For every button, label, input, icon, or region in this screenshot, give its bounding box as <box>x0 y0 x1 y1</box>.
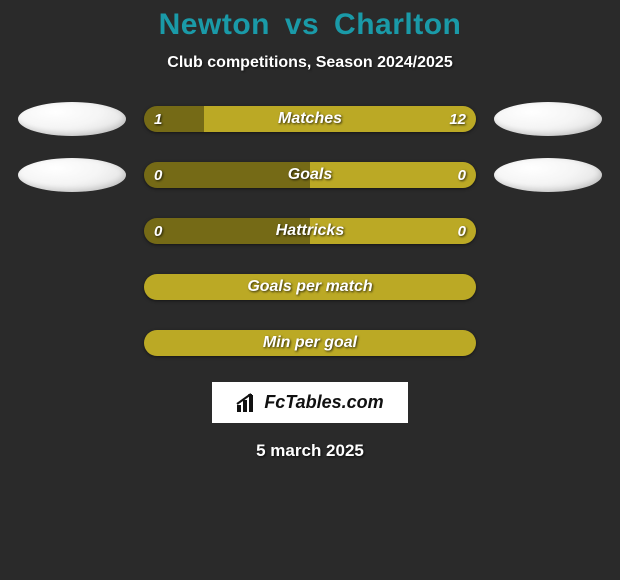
stats-card: Newton vs Charlton Club competitions, Se… <box>0 0 620 461</box>
bar-segment-right <box>144 330 476 356</box>
brand-text: FcTables.com <box>264 392 383 413</box>
team-badge-right <box>494 102 602 136</box>
page-title: Newton vs Charlton <box>0 8 620 42</box>
bars-icon <box>236 393 258 413</box>
stat-bar: Goals00 <box>144 162 476 188</box>
stat-bar: Min per goal <box>144 330 476 356</box>
player2-name: Charlton <box>334 8 461 41</box>
spacer <box>18 270 126 304</box>
stat-value-right: 12 <box>449 106 466 132</box>
stat-row: Matches112 <box>0 102 620 136</box>
player1-name: Newton <box>159 8 270 41</box>
spacer <box>18 214 126 248</box>
brand-badge[interactable]: FcTables.com <box>212 382 407 423</box>
bar-segment-right <box>144 274 476 300</box>
vs-text: vs <box>285 8 319 41</box>
stat-row: Goals00 <box>0 158 620 192</box>
date-text: 5 march 2025 <box>0 441 620 461</box>
subtitle: Club competitions, Season 2024/2025 <box>0 54 620 72</box>
stat-row: Min per goal <box>0 326 620 360</box>
stat-value-right: 0 <box>458 218 466 244</box>
stat-row: Goals per match <box>0 270 620 304</box>
stat-row: Hattricks00 <box>0 214 620 248</box>
bar-segment-left <box>144 218 310 244</box>
stat-value-right: 0 <box>458 162 466 188</box>
stat-value-left: 0 <box>154 218 162 244</box>
spacer <box>18 326 126 360</box>
bar-segment-right <box>204 106 476 132</box>
bar-segment-left <box>144 106 204 132</box>
spacer <box>494 214 602 248</box>
stat-bar: Goals per match <box>144 274 476 300</box>
team-badge-left <box>18 158 126 192</box>
bar-segment-right <box>310 218 476 244</box>
stat-rows: Matches112Goals00Hattricks00Goals per ma… <box>0 102 620 360</box>
brand-row: FcTables.com <box>0 382 620 423</box>
stat-bar: Hattricks00 <box>144 218 476 244</box>
stat-value-left: 1 <box>154 106 162 132</box>
bar-segment-right <box>310 162 476 188</box>
team-badge-left <box>18 102 126 136</box>
stat-value-left: 0 <box>154 162 162 188</box>
spacer <box>494 326 602 360</box>
spacer <box>494 270 602 304</box>
team-badge-right <box>494 158 602 192</box>
stat-bar: Matches112 <box>144 106 476 132</box>
bar-segment-left <box>144 162 310 188</box>
